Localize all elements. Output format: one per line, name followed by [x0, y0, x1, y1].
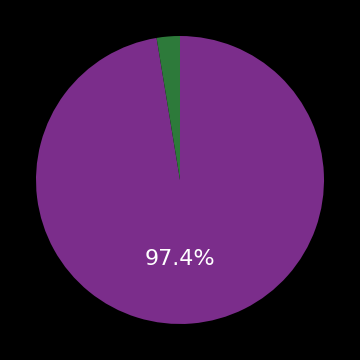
Text: 97.4%: 97.4% [145, 249, 215, 269]
Wedge shape [157, 36, 180, 180]
Wedge shape [36, 36, 324, 324]
